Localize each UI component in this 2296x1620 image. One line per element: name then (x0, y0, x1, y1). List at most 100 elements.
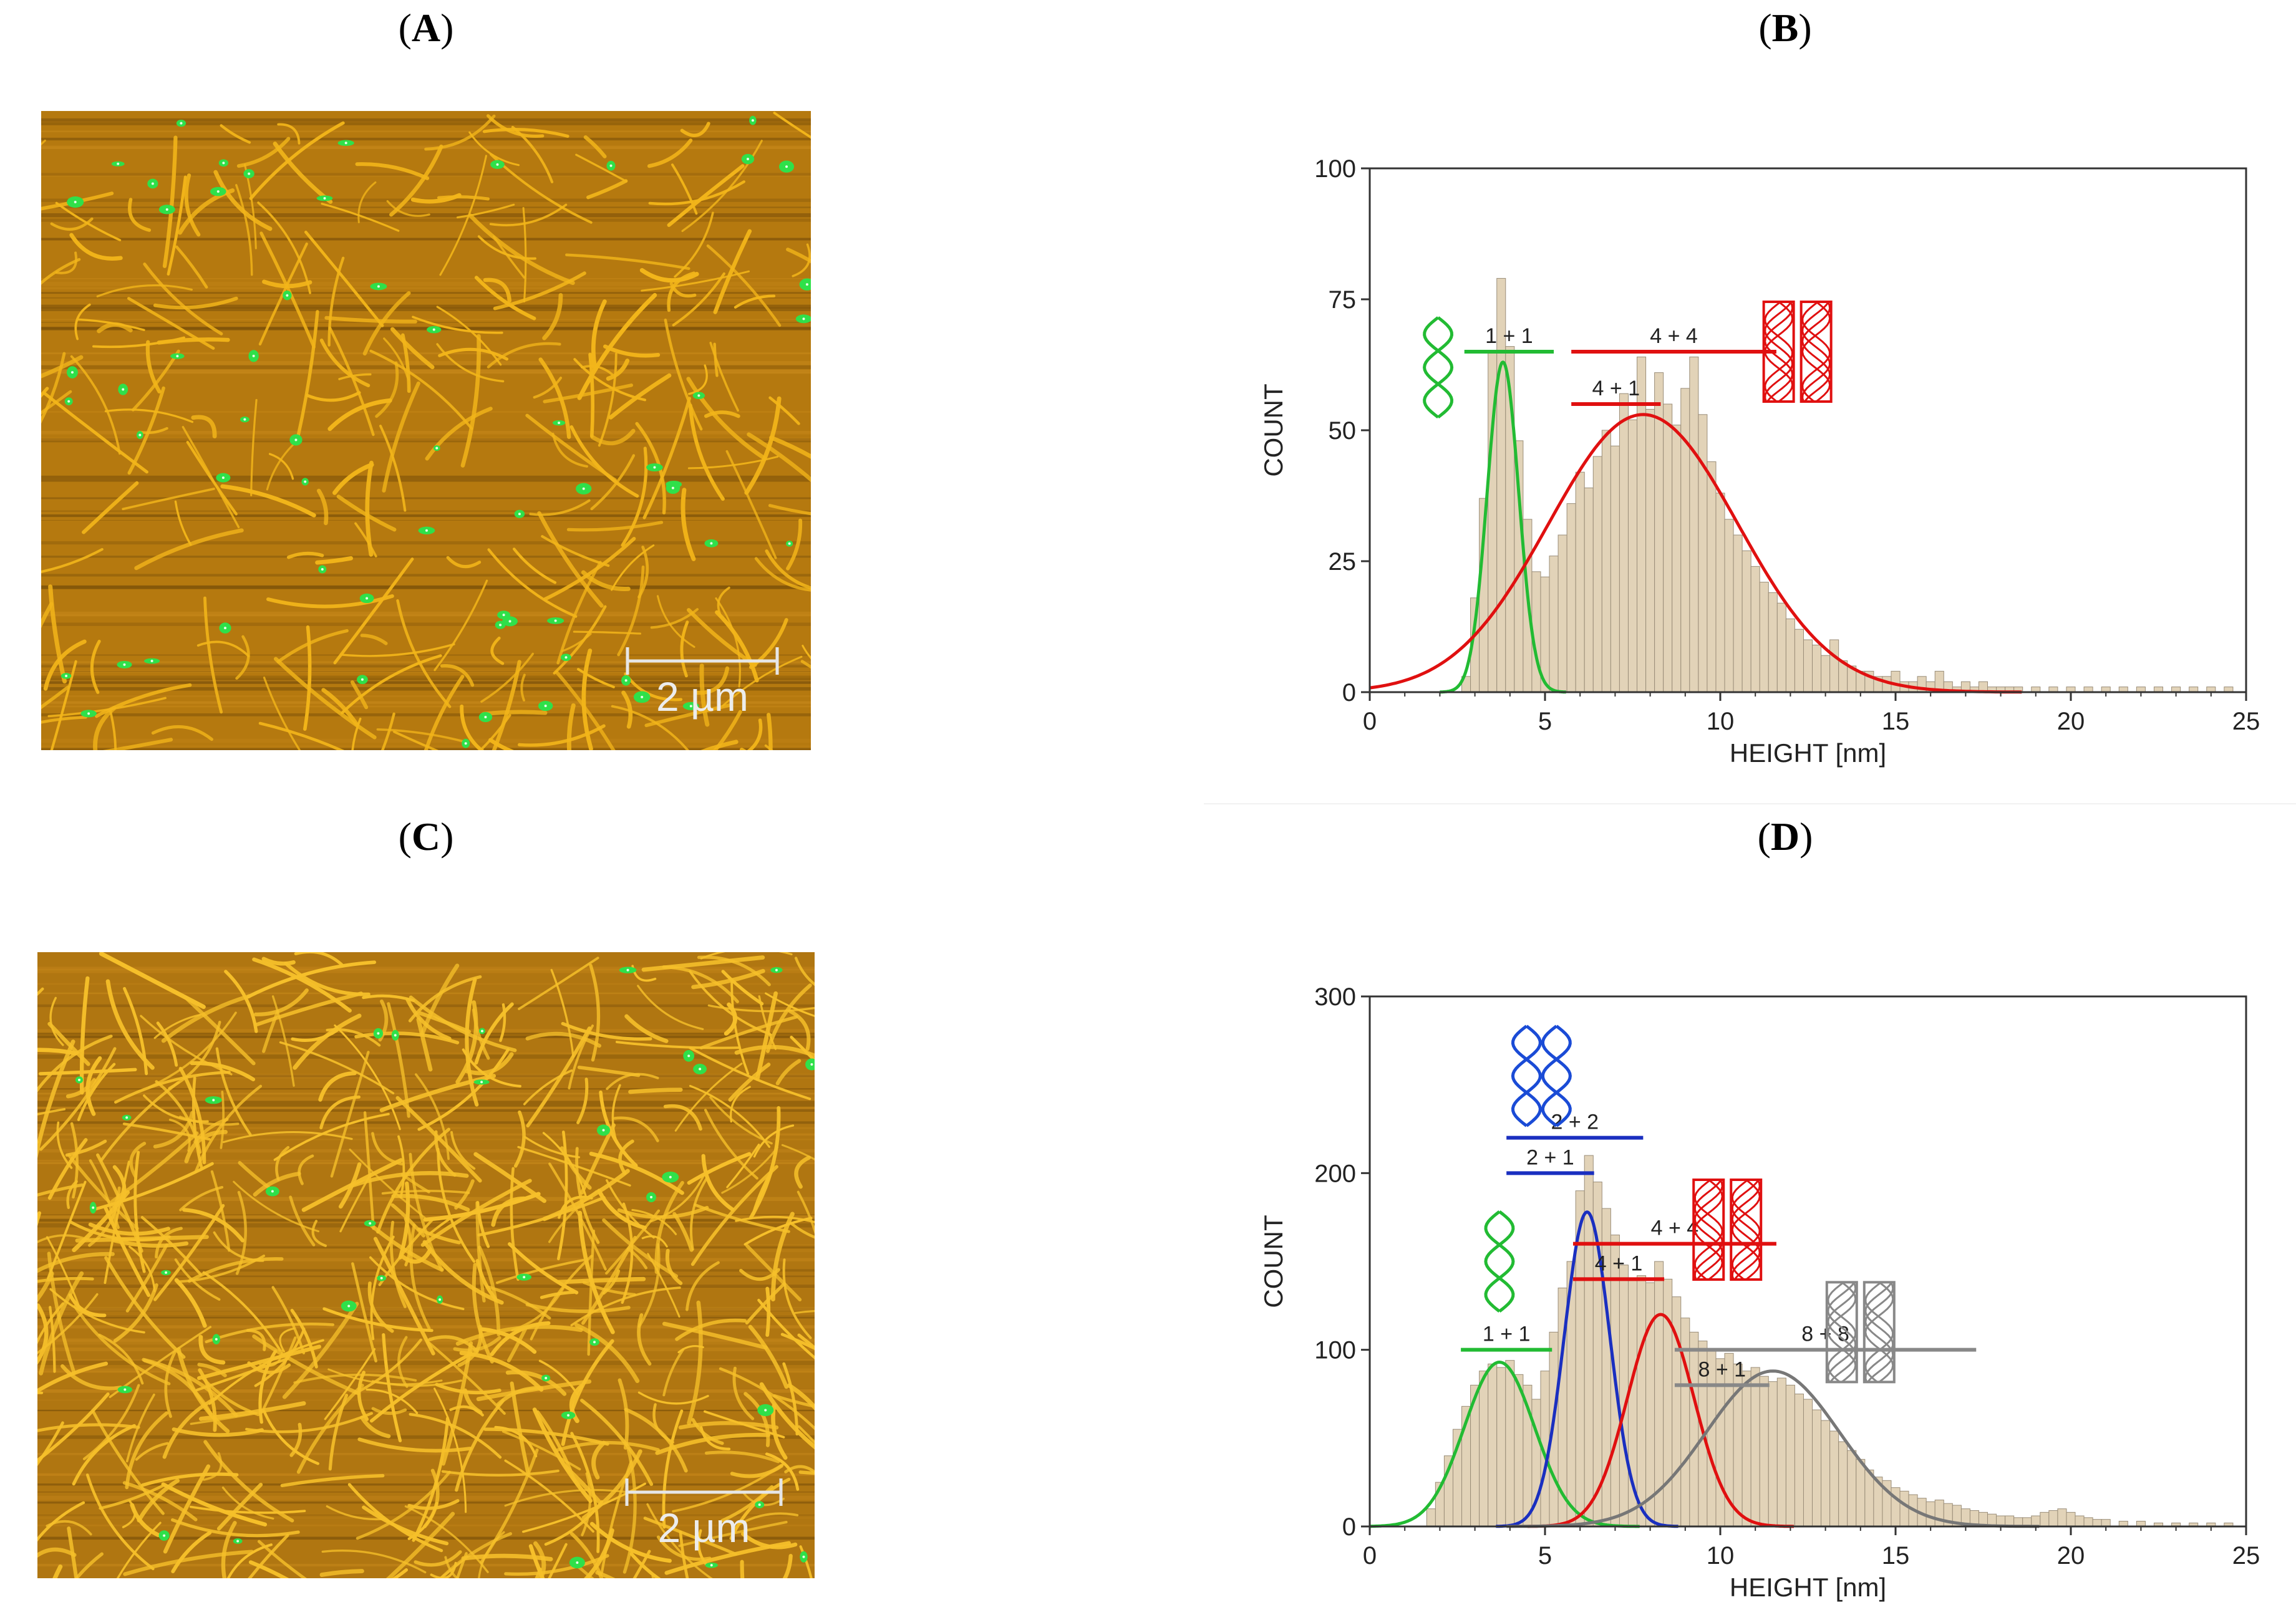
histogram-bar (1821, 655, 1830, 692)
population-label: 4 + 4 (1651, 1217, 1699, 1240)
height-highlight-core (215, 1338, 218, 1341)
scan-streak (37, 1483, 815, 1485)
scan-streak (41, 297, 811, 299)
histogram-bar (1742, 551, 1751, 692)
scan-streak (41, 586, 811, 589)
histogram-bar (1681, 388, 1690, 692)
height-highlight-core (321, 568, 324, 571)
x-tick-label: 5 (1538, 1542, 1552, 1569)
scan-streak (41, 541, 811, 544)
scan-streak (37, 1276, 815, 1278)
histogram-bar (1664, 404, 1672, 692)
histogram-bar (1506, 1361, 1514, 1526)
bundle-strand (1866, 1282, 1893, 1382)
height-highlight-core (710, 1564, 713, 1566)
height-highlight-core (165, 1271, 167, 1274)
height-highlight-core (345, 142, 347, 144)
histogram-bar (1786, 1385, 1795, 1526)
histogram-bar (1733, 535, 1742, 692)
population-label: 4 + 1 (1592, 377, 1640, 400)
height-highlight-core (433, 329, 435, 331)
scan-streak (37, 1160, 815, 1161)
histogram-bar (1742, 1371, 1751, 1526)
afm-image-a-canvas: 2 µm (41, 111, 811, 750)
height-highlight-core (788, 542, 791, 545)
y-tick-label: 200 (1314, 1160, 1356, 1187)
y-tick-label: 300 (1314, 983, 1356, 1011)
histogram-bar (1891, 1488, 1900, 1526)
afm-image-c: 2 µm (37, 952, 815, 1578)
plot-area: 1 + 12 + 22 + 14 + 44 + 18 + 88 + 1 (1370, 1026, 2233, 1527)
histogram-bar (1777, 603, 1786, 692)
histogram-bar (2058, 1509, 2066, 1526)
height-highlight-core (304, 481, 306, 483)
scan-streak (41, 574, 811, 576)
helix-strand (1513, 1026, 1540, 1126)
histogram-bar (1777, 1378, 1786, 1526)
y-tick-label: 100 (1314, 155, 1356, 183)
height-highlight-core (253, 355, 255, 357)
x-tick-label: 0 (1363, 1542, 1377, 1569)
histogram-bar (1602, 430, 1611, 692)
height-highlight-core (236, 1540, 239, 1543)
scan-streak (37, 1214, 815, 1215)
height-highlight-core (243, 418, 246, 421)
scan-streak (41, 287, 811, 288)
histogram-bar (1856, 1459, 1865, 1526)
scan-streak (41, 319, 811, 321)
height-highlight-core (122, 388, 124, 391)
histogram-bar (1891, 671, 1900, 692)
y-tick-label: 75 (1329, 286, 1357, 314)
height-highlight-core (180, 122, 182, 125)
height-highlight-core (710, 542, 712, 544)
histogram-bar (1725, 519, 1733, 692)
height-highlight-core (785, 165, 788, 168)
height-highlight-core (377, 1032, 379, 1034)
histogram-bar (1830, 640, 1839, 692)
histogram-bar (1427, 1509, 1435, 1526)
x-tick-label: 5 (1538, 708, 1552, 735)
x-tick-label: 15 (1882, 708, 1910, 735)
scan-streak (41, 520, 811, 521)
height-highlight-core (699, 1068, 701, 1070)
height-highlight-core (481, 1029, 483, 1032)
helix-strand (1425, 317, 1452, 417)
height-highlight-core (222, 162, 225, 164)
scan-streak (41, 138, 811, 140)
histogram-bar (1813, 645, 1821, 692)
height-highlight-core (480, 1081, 483, 1083)
helix-strand (1513, 1026, 1540, 1126)
scan-streak (37, 1248, 815, 1252)
height-highlight-core (775, 969, 778, 972)
height-highlight-core (802, 317, 805, 320)
fibril (631, 1090, 681, 1092)
afm-image-c-canvas: 2 µm (37, 952, 815, 1578)
histogram-bar (1760, 1376, 1768, 1526)
height-highlight-core (151, 660, 153, 662)
height-highlight-core (523, 1276, 525, 1278)
histogram-bar (2075, 1516, 2084, 1526)
scan-streak (41, 352, 811, 354)
histogram-bar (1848, 1450, 1856, 1526)
scan-streak (41, 622, 811, 625)
height-highlight-core (425, 529, 428, 532)
height-highlight-core (65, 675, 67, 677)
height-highlight-core (74, 201, 77, 203)
height-highlight-core (567, 1414, 569, 1417)
height-highlight-core (484, 716, 487, 718)
population-label: 4 + 4 (1650, 324, 1698, 348)
height-highlight-core (152, 182, 154, 185)
height-highlight-core (435, 447, 438, 450)
x-axis-label: HEIGHT [nm] (1730, 1573, 1886, 1602)
height-highlight-core (752, 119, 754, 122)
height-highlight-core (176, 355, 178, 357)
height-highlight-core (558, 422, 560, 424)
population-label: 8 + 1 (1698, 1357, 1746, 1381)
histogram-bar (1690, 357, 1698, 692)
histogram-bar (1488, 1364, 1497, 1526)
histogram-bar (1768, 592, 1777, 692)
height-highlight-core (564, 656, 567, 658)
bundle-outline (1731, 1180, 1761, 1280)
